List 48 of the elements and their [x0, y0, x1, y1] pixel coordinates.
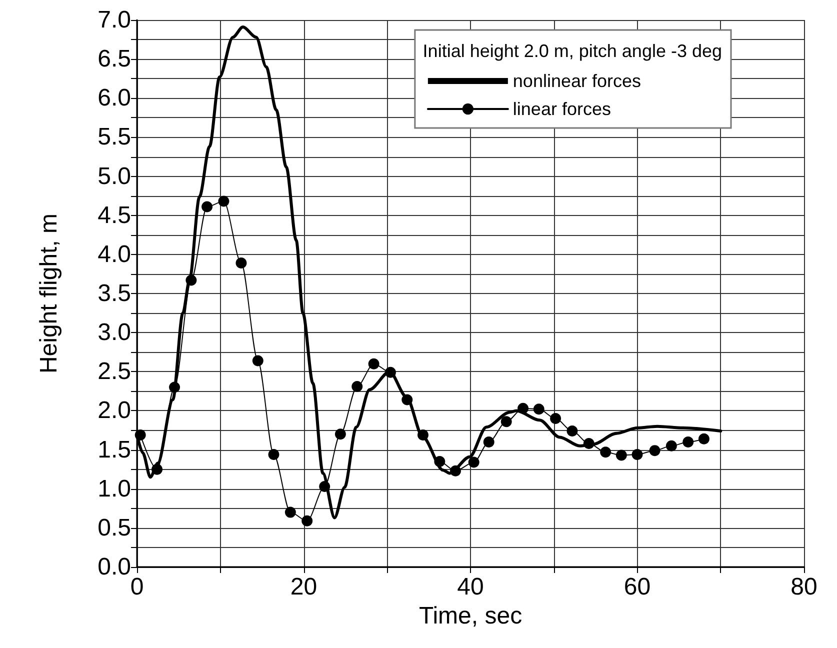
point — [302, 515, 313, 526]
y-tick-label: 6.5 — [98, 46, 131, 73]
point — [468, 456, 480, 468]
y-tick-label: 5.0 — [98, 162, 131, 190]
x-tick-label: 20 — [290, 574, 318, 600]
x-axis-title: Time, sec — [418, 602, 522, 630]
x-tick-label: 60 — [624, 574, 651, 600]
x-tick-label: 40 — [457, 574, 484, 600]
point — [268, 448, 280, 460]
y-tick-label: 1.5 — [98, 436, 131, 464]
point — [698, 433, 710, 444]
y-tick-label: 1.0 — [98, 475, 131, 502]
y-tick-label: 5.5 — [98, 124, 131, 151]
legend-label: nonlinear forces — [512, 71, 642, 91]
y-tick-label: 4.0 — [98, 240, 131, 268]
point — [500, 416, 512, 428]
point — [649, 445, 660, 456]
point — [566, 426, 578, 437]
y-tick-label: 3.5 — [98, 280, 131, 307]
point — [368, 358, 380, 370]
y-tick-label: 3.0 — [98, 319, 131, 346]
point — [632, 448, 643, 460]
point — [284, 506, 296, 518]
y-tick-label: 2.0 — [98, 397, 131, 424]
point — [682, 436, 694, 448]
point — [666, 440, 677, 452]
point — [218, 196, 230, 207]
point — [352, 380, 363, 392]
y-tick-label: 6.0 — [98, 84, 131, 112]
y-tick-label: 2.5 — [98, 358, 131, 386]
point — [202, 201, 213, 212]
y-tick-label: 0.5 — [98, 514, 131, 542]
point — [483, 436, 494, 448]
point — [252, 355, 264, 366]
point — [616, 450, 627, 461]
y-tick-label: 0.0 — [98, 554, 131, 580]
y-tick-label: 4.5 — [98, 202, 131, 229]
x-tick-label: 0 — [130, 574, 144, 600]
point — [236, 258, 247, 269]
point — [550, 413, 562, 424]
legend-title: Initial height 2.0 m, pitch angle -3 deg — [422, 41, 722, 61]
y-axis-title: Height flight, m — [36, 213, 62, 374]
legend-label: linear forces — [512, 99, 611, 119]
point — [600, 446, 612, 458]
point — [533, 404, 544, 415]
point — [334, 428, 346, 440]
x-tick-label: 80 — [790, 574, 818, 600]
y-tick-label: 7.0 — [98, 6, 131, 34]
